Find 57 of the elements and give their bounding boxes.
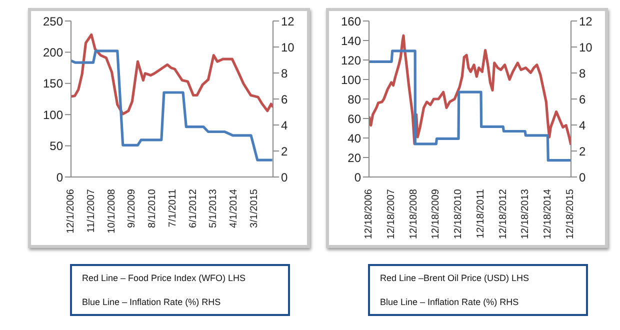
x-tick-label: 9/1/2009 — [126, 188, 138, 228]
y-tick-label: 60 — [348, 112, 362, 126]
y-tick-label: 40 — [348, 131, 362, 146]
x-tick-label: 5/1/2013 — [208, 188, 220, 228]
text: Red Line – Food Price Index (WFO) LHS — [82, 273, 247, 283]
y-tick-label: 140 — [340, 34, 362, 48]
x-tick-label: 6/1/2012 — [188, 188, 199, 228]
y-tick-label: 250 — [42, 14, 64, 28]
x-tick-label: 12/18/2006 — [364, 188, 374, 240]
x-tick-label: 12/18/2011 — [475, 188, 486, 238]
y-tick-label: 100 — [42, 108, 64, 122]
y2-tick-label: 4 — [281, 118, 288, 132]
y2-tick-label: 10 — [579, 40, 593, 54]
x-tick-label: 12/1/2006 — [66, 188, 76, 234]
y2-tick-label: 0 — [281, 170, 288, 184]
line-series — [369, 50, 571, 162]
text: Red Line –Brent Oil Price (USD) LHS — [380, 273, 530, 283]
line-series — [71, 33, 273, 116]
y-tick-label: 160 — [340, 14, 362, 28]
y2-tick-label: 4 — [579, 118, 586, 132]
x-tick-label: 4/1/2014 — [228, 188, 240, 228]
y-tick-label: 80 — [348, 92, 362, 106]
y-tick-label: 100 — [340, 72, 362, 87]
y2-tick-label: 6 — [281, 92, 288, 106]
y-tick-label: 50 — [50, 139, 64, 154]
x-tick-label: 12/18/2014 — [542, 188, 554, 240]
y-tick-label: 200 — [42, 45, 64, 60]
x-tick-label: 10/1/2008 — [106, 188, 118, 234]
line-series — [369, 34, 571, 146]
x-tick-label: 3/1/2015 — [248, 188, 260, 228]
y-tick-label: 20 — [348, 150, 362, 165]
text: Blue Line – Inflation Rate (%) RHS — [380, 297, 520, 307]
y2-tick-label: 6 — [579, 92, 586, 106]
y-tick-label: 0 — [354, 170, 362, 184]
x-tick-label: 12/18/2007 — [386, 188, 397, 240]
y-tick-label: 0 — [56, 170, 64, 184]
x-tick-label: 12/18/2010 — [453, 188, 464, 240]
y2-tick-label: 10 — [281, 40, 295, 54]
x-tick-label: 12/18/2012 — [498, 188, 509, 240]
y2-tick-label: 8 — [579, 66, 586, 80]
y-tick-label: 120 — [340, 53, 362, 68]
y2-tick-label: 2 — [579, 144, 586, 158]
y-tick-label: 150 — [42, 76, 64, 91]
line-series — [71, 50, 273, 162]
x-tick-label: 7/1/2011 — [167, 188, 178, 228]
x-tick-label: 12/18/2015 — [564, 188, 576, 240]
x-tick-label: 11/1/2007 — [86, 188, 97, 233]
y2-tick-label: 12 — [579, 14, 593, 28]
x-tick-label: 12/18/2013 — [520, 188, 532, 240]
y2-tick-label: 2 — [281, 144, 288, 158]
y2-tick-label: 8 — [281, 66, 288, 80]
text: Blue Line – Inflation Rate (%) RHS — [82, 297, 222, 307]
y2-tick-label: 12 — [281, 14, 295, 28]
x-tick-label: 8/1/2010 — [147, 188, 158, 228]
x-tick-label: 12/18/2008 — [408, 188, 420, 240]
x-tick-label: 12/18/2009 — [430, 188, 442, 240]
y2-tick-label: 0 — [579, 170, 586, 184]
